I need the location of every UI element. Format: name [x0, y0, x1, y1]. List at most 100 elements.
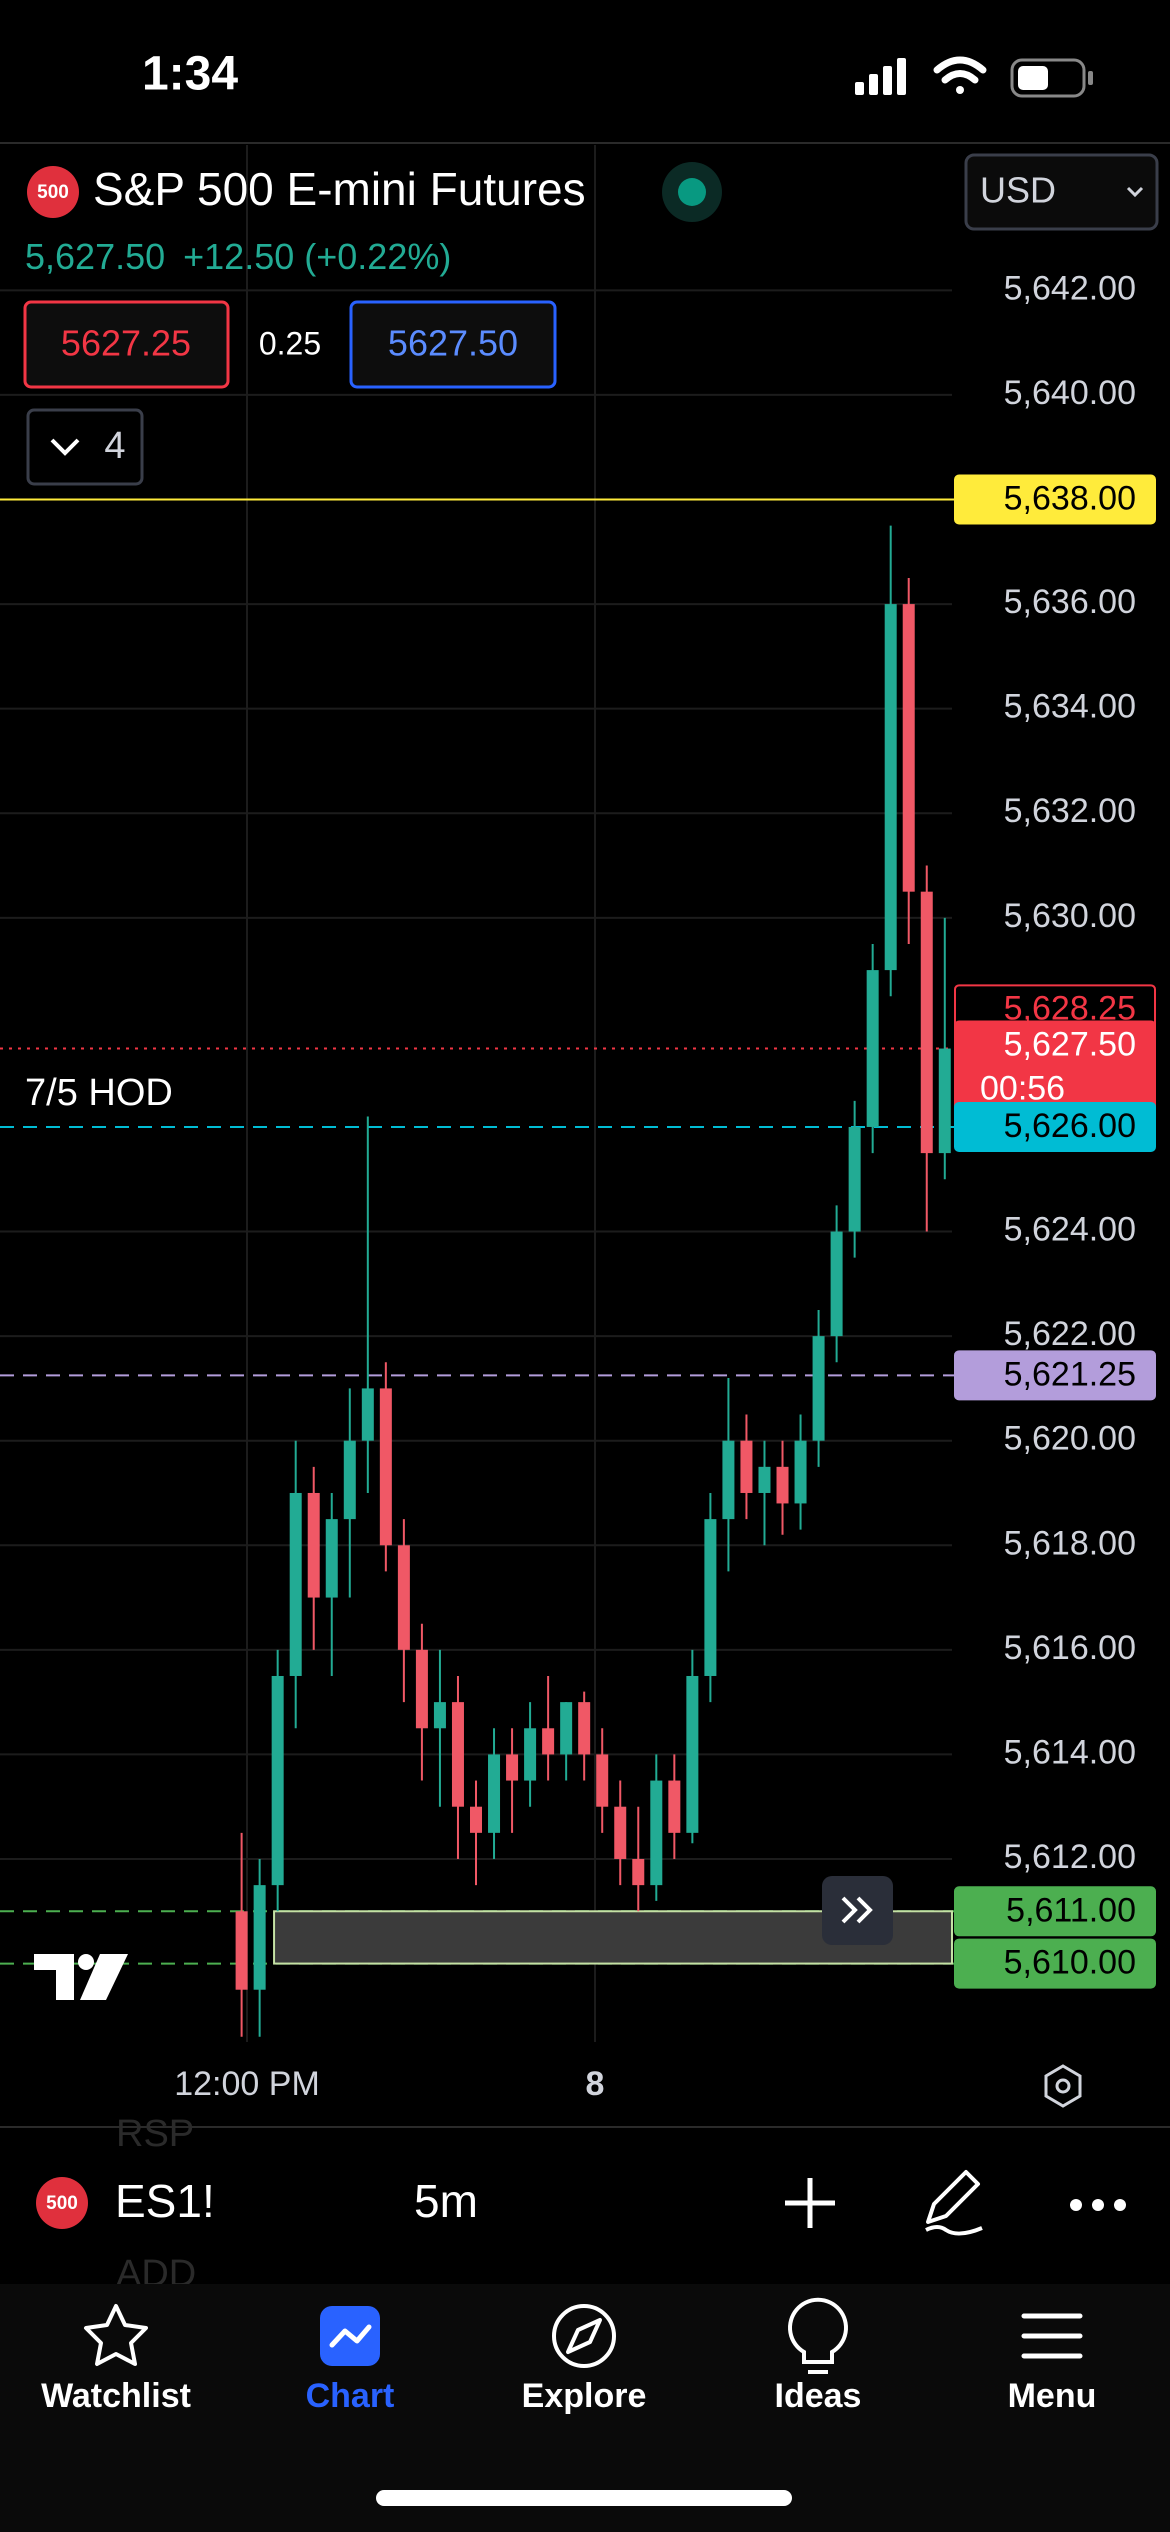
candle-body [253, 1885, 266, 1990]
symbol[interactable]: ES1! [115, 2175, 215, 2227]
candle-body [902, 604, 915, 892]
price-badge-label: 5,627.50 [1004, 1026, 1136, 1064]
tab-label[interactable]: Explore [522, 2377, 647, 2415]
y-tick-label: 5,642.00 [1004, 269, 1136, 307]
candle-body [433, 1702, 446, 1729]
symbol-title: S&P 500 E-mini Futures [93, 163, 586, 215]
y-tick-label: 5,616.00 [1004, 1629, 1136, 1667]
tab-label[interactable]: Ideas [775, 2377, 862, 2415]
tab-label[interactable]: Watchlist [41, 2377, 191, 2415]
candle-body [488, 1754, 501, 1833]
candle-body [271, 1675, 284, 1886]
candle-body [578, 1702, 591, 1755]
candle-body [289, 1492, 302, 1676]
y-tick-label: 5,612.00 [1004, 1838, 1136, 1876]
y-tick-label: 5,618.00 [1004, 1524, 1136, 1562]
tabs: Watchlist Chart Explore Ideas Menu [41, 2377, 1096, 2415]
home-indicator [376, 2490, 792, 2506]
y-tick-label: 5,634.00 [1004, 688, 1136, 726]
sell-button[interactable] [23, 300, 230, 389]
candle-body [776, 1466, 789, 1504]
explore-icon [552, 2304, 616, 2368]
price-badge [954, 474, 1156, 525]
price-badge-label: 5,621.25 [1004, 1355, 1136, 1393]
exchange-badge [27, 166, 79, 218]
ask: 5627.50 [388, 323, 518, 364]
candle-body [343, 1440, 356, 1520]
scroll-icon [841, 1896, 873, 1924]
tab-label[interactable]: Menu [1008, 2377, 1097, 2415]
y-tick-label: 5,614.00 [1004, 1733, 1136, 1771]
candle-body [650, 1780, 663, 1886]
candle-body [451, 1702, 464, 1807]
candle-body [632, 1858, 645, 1886]
price-badge-countdown: 00:56 [980, 1070, 1065, 1108]
y-tick-label: 5,624.00 [1004, 1211, 1136, 1249]
settings-icon[interactable] [1044, 2064, 1082, 2108]
price-badge [954, 1886, 1156, 1937]
price-badge-label: 5,610.00 [1004, 1944, 1136, 1982]
candle-body [722, 1440, 735, 1520]
candle-body [830, 1231, 843, 1337]
price-badge [954, 1101, 1156, 1152]
ghost-symbol: RSP [116, 2113, 194, 2155]
chart-icon-line [329, 2324, 372, 2348]
exchange-badge-text: 500 [37, 182, 69, 203]
indicators-count: 4 [104, 425, 125, 467]
y-tick-label: 5,622.00 [1004, 1315, 1136, 1353]
candle-body [758, 1466, 771, 1493]
currency: USD [980, 170, 1056, 211]
market-status-dot [678, 178, 706, 206]
candle-body [379, 1388, 392, 1546]
draw-button[interactable] [925, 2170, 983, 2236]
candle-body [704, 1519, 717, 1676]
candle-body [506, 1754, 519, 1781]
currency-select[interactable] [964, 153, 1159, 231]
price-badge-label: 5,626.00 [1004, 1107, 1136, 1145]
battery-icon [1010, 58, 1093, 98]
candle-body [361, 1388, 374, 1441]
signal-icon [855, 58, 906, 95]
candle-body [235, 1911, 248, 1990]
annotation: 7/5 HOD [25, 1072, 173, 1114]
candle-body [415, 1649, 428, 1729]
symbol-badge-text: 500 [46, 2193, 78, 2214]
candle-body [866, 970, 879, 1127]
y-tick-label: 5,630.00 [1004, 897, 1136, 935]
chart: 5,612.00 5,614.00 5,616.00 5,618.00 5,620.00… [0, 145, 1156, 2103]
price-row: 5,627.50 +12.50 (+0.22%) [25, 236, 451, 277]
more-button[interactable] [1070, 2199, 1126, 2211]
candle-body [560, 1702, 573, 1755]
watchlist-icon [84, 2304, 148, 2366]
candle-body [397, 1545, 410, 1650]
status-time: 1:34 [142, 48, 238, 101]
candle-body [938, 1048, 951, 1154]
candle-body [307, 1492, 320, 1598]
candle-body [524, 1728, 537, 1781]
y-tick-label: 5,636.00 [1004, 583, 1136, 621]
bid: 5627.25 [61, 323, 191, 364]
indicators-toggle[interactable] [26, 408, 144, 486]
add-button[interactable] [785, 2178, 835, 2228]
last-price: 5,627.50 [25, 236, 165, 277]
scroll-to-latest[interactable] [822, 1876, 893, 1945]
tab-label[interactable]: Chart [306, 2377, 395, 2415]
interval[interactable]: 5m [414, 2175, 478, 2227]
candle-body [740, 1440, 753, 1493]
symbol-badge [36, 2177, 88, 2229]
y-tick-label: 5,632.00 [1004, 792, 1136, 830]
tradingview-logo [34, 1954, 128, 2000]
ideas-icon [788, 2297, 848, 2374]
buy-button[interactable] [349, 300, 557, 389]
price-badge-label: 5,611.00 [1006, 1891, 1136, 1929]
settings-icon-center [1055, 2078, 1071, 2094]
candle-body [668, 1780, 681, 1833]
y-tick-label: 5,620.00 [1004, 1420, 1136, 1458]
change: +12.50 [183, 236, 294, 277]
candle-body [325, 1519, 338, 1598]
candle-body [614, 1806, 627, 1859]
x-tick-label: 8 [586, 2065, 605, 2103]
